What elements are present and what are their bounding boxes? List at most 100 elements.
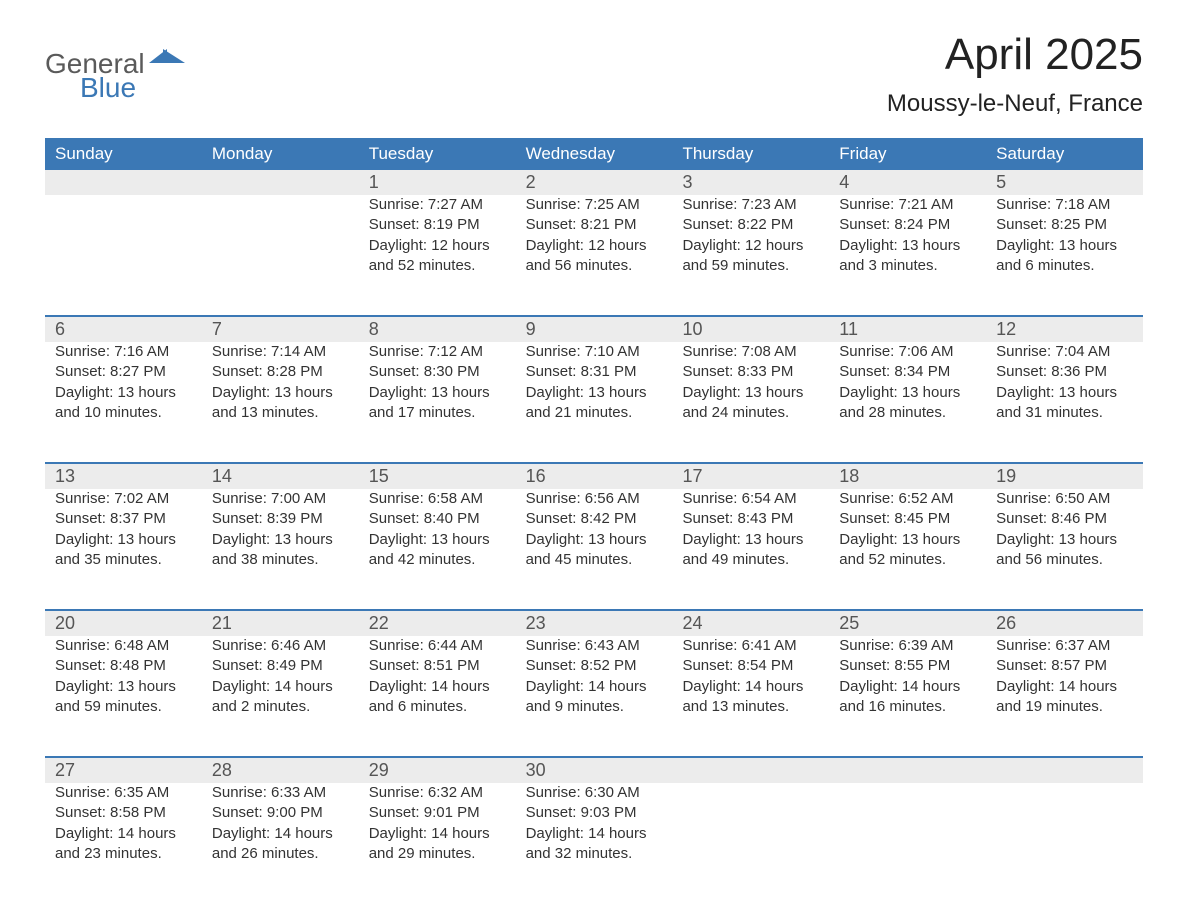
day-info-line: and 45 minutes. <box>526 550 663 570</box>
day-cell <box>45 195 202 315</box>
day-cell: Sunrise: 6:43 AMSunset: 8:52 PMDaylight:… <box>516 636 673 756</box>
day-cell: Sunrise: 6:37 AMSunset: 8:57 PMDaylight:… <box>986 636 1143 756</box>
day-info-line: and 26 minutes. <box>212 844 349 864</box>
day-cell: Sunrise: 7:10 AMSunset: 8:31 PMDaylight:… <box>516 342 673 462</box>
day-info-line: Daylight: 13 hours <box>996 383 1133 403</box>
day-cell: Sunrise: 6:33 AMSunset: 9:00 PMDaylight:… <box>202 783 359 903</box>
day-info-line: Daylight: 13 hours <box>996 236 1133 256</box>
day-number: 23 <box>516 611 673 636</box>
day-info-line: and 24 minutes. <box>682 403 819 423</box>
day-info-line: and 32 minutes. <box>526 844 663 864</box>
day-number: . <box>829 758 986 783</box>
day-info-line: Daylight: 13 hours <box>55 530 192 550</box>
week-row: Sunrise: 7:16 AMSunset: 8:27 PMDaylight:… <box>45 342 1143 462</box>
day-info-line: and 16 minutes. <box>839 697 976 717</box>
day-info-line: Sunset: 8:42 PM <box>526 509 663 529</box>
day-cell <box>672 783 829 903</box>
dow-cell: Wednesday <box>516 138 673 170</box>
day-info-line: Daylight: 13 hours <box>55 383 192 403</box>
day-number: 29 <box>359 758 516 783</box>
day-info-line: and 6 minutes. <box>369 697 506 717</box>
day-info-line: Sunset: 9:00 PM <box>212 803 349 823</box>
day-number: 25 <box>829 611 986 636</box>
day-cell: Sunrise: 7:27 AMSunset: 8:19 PMDaylight:… <box>359 195 516 315</box>
day-info-line: Sunset: 8:57 PM <box>996 656 1133 676</box>
day-number: 15 <box>359 464 516 489</box>
day-info-line: Sunset: 8:40 PM <box>369 509 506 529</box>
location-subtitle: Moussy-le-Neuf, France <box>887 90 1143 118</box>
day-info-line: and 6 minutes. <box>996 256 1133 276</box>
day-number: . <box>202 170 359 195</box>
daynum-bar: 13141516171819 <box>45 462 1143 489</box>
day-info-line: Daylight: 13 hours <box>526 530 663 550</box>
day-info-line: Daylight: 13 hours <box>55 677 192 697</box>
day-cell: Sunrise: 7:18 AMSunset: 8:25 PMDaylight:… <box>986 195 1143 315</box>
day-cell: Sunrise: 7:02 AMSunset: 8:37 PMDaylight:… <box>45 489 202 609</box>
day-number: 17 <box>672 464 829 489</box>
day-number: 21 <box>202 611 359 636</box>
day-info-line: and 38 minutes. <box>212 550 349 570</box>
day-cell <box>202 195 359 315</box>
day-number: 4 <box>829 170 986 195</box>
day-number: 11 <box>829 317 986 342</box>
day-info-line: Sunset: 8:19 PM <box>369 215 506 235</box>
day-info-line: Sunrise: 7:08 AM <box>682 342 819 362</box>
day-cell: Sunrise: 7:08 AMSunset: 8:33 PMDaylight:… <box>672 342 829 462</box>
day-info-line: Sunrise: 6:43 AM <box>526 636 663 656</box>
day-cell: Sunrise: 7:25 AMSunset: 8:21 PMDaylight:… <box>516 195 673 315</box>
day-info-line: and 42 minutes. <box>369 550 506 570</box>
day-info-line: Sunset: 9:03 PM <box>526 803 663 823</box>
day-cell: Sunrise: 7:23 AMSunset: 8:22 PMDaylight:… <box>672 195 829 315</box>
day-cell <box>986 783 1143 903</box>
day-info-line: Sunrise: 6:37 AM <box>996 636 1133 656</box>
brand-logo: General Blue <box>45 30 185 102</box>
day-info-line: Daylight: 14 hours <box>526 677 663 697</box>
day-cell: Sunrise: 6:35 AMSunset: 8:58 PMDaylight:… <box>45 783 202 903</box>
day-number: 18 <box>829 464 986 489</box>
day-info-line: Sunrise: 7:25 AM <box>526 195 663 215</box>
day-info-line: Daylight: 13 hours <box>682 383 819 403</box>
day-info-line: Sunset: 9:01 PM <box>369 803 506 823</box>
day-info-line: Sunrise: 6:56 AM <box>526 489 663 509</box>
day-info-line: Daylight: 14 hours <box>369 824 506 844</box>
day-info-line: and 59 minutes. <box>55 697 192 717</box>
day-number: 8 <box>359 317 516 342</box>
day-info-line: Sunset: 8:45 PM <box>839 509 976 529</box>
week-row: Sunrise: 6:48 AMSunset: 8:48 PMDaylight:… <box>45 636 1143 756</box>
day-info-line: and 31 minutes. <box>996 403 1133 423</box>
day-info-line: Sunset: 8:33 PM <box>682 362 819 382</box>
day-number: . <box>672 758 829 783</box>
day-info-line: and 23 minutes. <box>55 844 192 864</box>
day-info-line: and 28 minutes. <box>839 403 976 423</box>
day-cell: Sunrise: 6:32 AMSunset: 9:01 PMDaylight:… <box>359 783 516 903</box>
day-info-line: Sunrise: 6:35 AM <box>55 783 192 803</box>
day-info-line: Sunrise: 7:12 AM <box>369 342 506 362</box>
day-info-line: and 19 minutes. <box>996 697 1133 717</box>
day-cell: Sunrise: 6:52 AMSunset: 8:45 PMDaylight:… <box>829 489 986 609</box>
day-info-line: Sunset: 8:31 PM <box>526 362 663 382</box>
day-info-line: Sunrise: 7:00 AM <box>212 489 349 509</box>
day-info-line: Sunset: 8:39 PM <box>212 509 349 529</box>
day-info-line: and 56 minutes. <box>526 256 663 276</box>
day-info-line: and 2 minutes. <box>212 697 349 717</box>
page-title: April 2025 <box>887 30 1143 80</box>
day-info-line: Daylight: 12 hours <box>526 236 663 256</box>
day-number: 28 <box>202 758 359 783</box>
day-info-line: Sunrise: 7:06 AM <box>839 342 976 362</box>
daynum-bar: 6789101112 <box>45 315 1143 342</box>
day-number: 3 <box>672 170 829 195</box>
day-info-line: Daylight: 13 hours <box>212 530 349 550</box>
day-number: 9 <box>516 317 673 342</box>
day-info-line: Sunset: 8:58 PM <box>55 803 192 823</box>
day-number: 30 <box>516 758 673 783</box>
day-info-line: Sunset: 8:51 PM <box>369 656 506 676</box>
day-info-line: Sunrise: 6:52 AM <box>839 489 976 509</box>
day-info-line: and 21 minutes. <box>526 403 663 423</box>
day-info-line: Sunrise: 7:02 AM <box>55 489 192 509</box>
day-info-line: Daylight: 13 hours <box>996 530 1133 550</box>
day-cell: Sunrise: 6:41 AMSunset: 8:54 PMDaylight:… <box>672 636 829 756</box>
day-info-line: and 17 minutes. <box>369 403 506 423</box>
day-cell: Sunrise: 6:54 AMSunset: 8:43 PMDaylight:… <box>672 489 829 609</box>
day-info-line: and 35 minutes. <box>55 550 192 570</box>
day-number: 16 <box>516 464 673 489</box>
